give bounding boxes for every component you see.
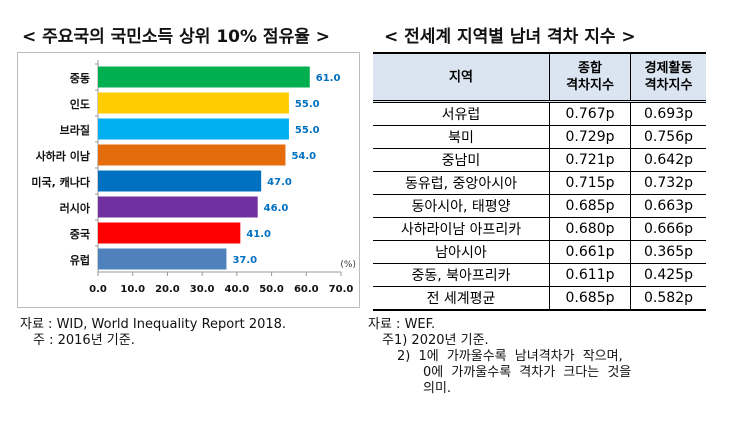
x-tick-label: 70.0 <box>329 284 354 295</box>
table-source: 자료 : WEF. <box>368 317 436 332</box>
overall-index-cell: 0.685p <box>549 286 631 311</box>
x-tick-label: 60.0 <box>294 284 319 295</box>
overall-index-cell: 0.729p <box>549 125 631 149</box>
overall-index-cell: 0.767p <box>549 101 631 126</box>
economic-index-cell: 0.642p <box>630 148 706 172</box>
category-label: 러시아 <box>60 201 91 215</box>
overall-index-cell: 0.715p <box>549 171 631 195</box>
header-text: 경제활동 <box>644 61 693 76</box>
region-cell: 사하라이남 아프리카 <box>373 217 550 241</box>
table-note-2: 2) 1에 가까울수록 남녀격차가 작으며, <box>397 349 623 364</box>
region-cell: 남아시아 <box>373 240 550 264</box>
category-label: 유럽 <box>70 253 90 267</box>
bar-1 <box>98 92 289 114</box>
header-region: 지역 <box>373 53 550 103</box>
chart-svg: 중동 61.0 인도 55.0 브라질 55.0 사하라 이남 54.0 미국, 캐나다 47.0… <box>31 60 356 295</box>
table-note-2-cont: 0에 가까울수록 격차가 크다는 것을 <box>423 365 632 380</box>
region-cell: 전 세계평균 <box>373 286 550 311</box>
table-row: 중동, 북아프리카 0.611p 0.425p <box>373 263 706 287</box>
economic-index-cell: 0.582p <box>630 286 706 311</box>
unit-label: (%) <box>340 260 356 270</box>
region-cell: 중동, 북아프리카 <box>373 263 550 287</box>
bar-3 <box>98 144 286 166</box>
economic-index-cell: 0.663p <box>630 194 706 218</box>
category-label: 인도 <box>70 97 90 111</box>
table-title: < 전세계 지역별 남녀 격차 지수 > <box>384 27 636 47</box>
bar-chart: 중동 61.0 인도 55.0 브라질 55.0 사하라 이남 54.0 미국, 캐나다 47.0… <box>17 52 360 308</box>
category-label: 중동 <box>70 72 90 85</box>
table-row: 동아시아, 태평양 0.685p 0.663p <box>373 194 706 218</box>
category-label: 사하라 이남 <box>36 149 90 163</box>
chart-note: 주 : 2016년 기준. <box>33 333 135 348</box>
overall-index-cell: 0.661p <box>549 240 631 264</box>
bar-2 <box>98 118 289 140</box>
header-text: 격차지수 <box>644 78 693 93</box>
overall-index-cell: 0.611p <box>549 263 631 287</box>
table-row: 중남미 0.721p 0.642p <box>373 148 706 172</box>
table-row: 사하라이남 아프리카 0.680p 0.666p <box>373 217 706 241</box>
table-note-1: 주1) 2020년 기준. <box>382 333 489 348</box>
x-tick-label: 30.0 <box>190 284 215 295</box>
value-label: 46.0 <box>264 203 289 214</box>
bar-6 <box>98 222 241 244</box>
economic-index-cell: 0.666p <box>630 217 706 241</box>
bar-0 <box>98 66 310 88</box>
value-label: 61.0 <box>316 73 341 84</box>
value-label: 55.0 <box>295 99 320 110</box>
chart-source: 자료 : WID, World Inequality Report 2018. <box>20 317 287 332</box>
region-cell: 동아시아, 태평양 <box>373 194 550 218</box>
category-label: 미국, 캐나다 <box>31 175 90 189</box>
table-row: 전 세계평균 0.685p 0.582p <box>373 286 706 311</box>
table-note-2-end: 의미. <box>423 381 452 396</box>
overall-index-cell: 0.721p <box>549 148 631 172</box>
table-row: 북미 0.729p 0.756p <box>373 125 706 149</box>
header-text: 격차지수 <box>566 78 614 93</box>
economic-index-cell: 0.425p <box>630 263 706 287</box>
bar-4 <box>98 170 262 192</box>
table-row: 남아시아 0.661p 0.365p <box>373 240 706 264</box>
economic-index-cell: 0.732p <box>630 171 706 195</box>
bar-5 <box>98 196 258 218</box>
value-label: 37.0 <box>232 255 257 266</box>
region-cell: 동유럽, 중앙아시아 <box>373 171 550 195</box>
x-tick-label: 20.0 <box>155 284 180 295</box>
economic-index-cell: 0.365p <box>630 240 706 264</box>
header-text: 종합 <box>578 61 602 76</box>
region-cell: 중남미 <box>373 148 550 172</box>
chart-title: < 주요국의 국민소득 상위 10% 점유율 > <box>22 27 331 47</box>
value-label: 55.0 <box>295 125 320 136</box>
table-row: 동유럽, 중앙아시아 0.715p 0.732p <box>373 171 706 195</box>
table-row: 서유럽 0.767p 0.693p <box>373 101 706 126</box>
value-label: 41.0 <box>246 229 271 240</box>
x-tick-label: 0.0 <box>89 284 107 295</box>
header-text: 지역 <box>449 69 473 85</box>
category-label: 중국 <box>70 228 90 241</box>
overall-index-cell: 0.685p <box>549 194 631 218</box>
value-label: 54.0 <box>291 151 316 162</box>
value-label: 47.0 <box>267 177 292 188</box>
economic-index-cell: 0.756p <box>630 125 706 149</box>
gender-gap-table: 지역 종합 격차지수 경제활동 격차지수 서유럽 0.767p 0.693p 북미 0.72… <box>373 52 706 311</box>
category-label: 브라질 <box>60 123 90 137</box>
region-cell: 북미 <box>373 125 550 149</box>
overall-index-cell: 0.680p <box>549 217 631 241</box>
bar-7 <box>98 248 227 270</box>
x-tick-label: 50.0 <box>259 284 284 295</box>
x-tick-label: 40.0 <box>225 284 250 295</box>
region-cell: 서유럽 <box>373 101 550 126</box>
x-tick-label: 10.0 <box>120 284 145 295</box>
economic-index-cell: 0.693p <box>630 101 706 126</box>
